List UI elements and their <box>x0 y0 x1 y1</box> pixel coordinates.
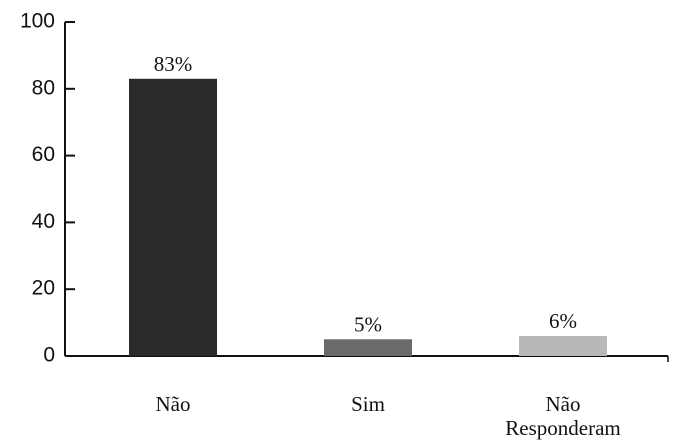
bar <box>324 339 412 356</box>
y-tick-label: 80 <box>32 76 55 99</box>
y-tick-label: 100 <box>20 10 55 33</box>
y-tick-label: 40 <box>32 210 55 233</box>
y-tick-label: 60 <box>32 143 55 166</box>
value-label: 5% <box>354 312 382 336</box>
bar <box>519 335 607 356</box>
y-tick-label: 0 <box>43 344 55 367</box>
x-tick-label: Não Responderam <box>505 392 621 440</box>
value-label: 83% <box>154 52 193 76</box>
value-label: 6% <box>549 309 577 333</box>
y-tick-label: 20 <box>32 277 55 300</box>
x-tick-label: Sim <box>351 392 385 416</box>
bar <box>129 78 217 356</box>
x-tick-label: Não <box>155 392 191 416</box>
